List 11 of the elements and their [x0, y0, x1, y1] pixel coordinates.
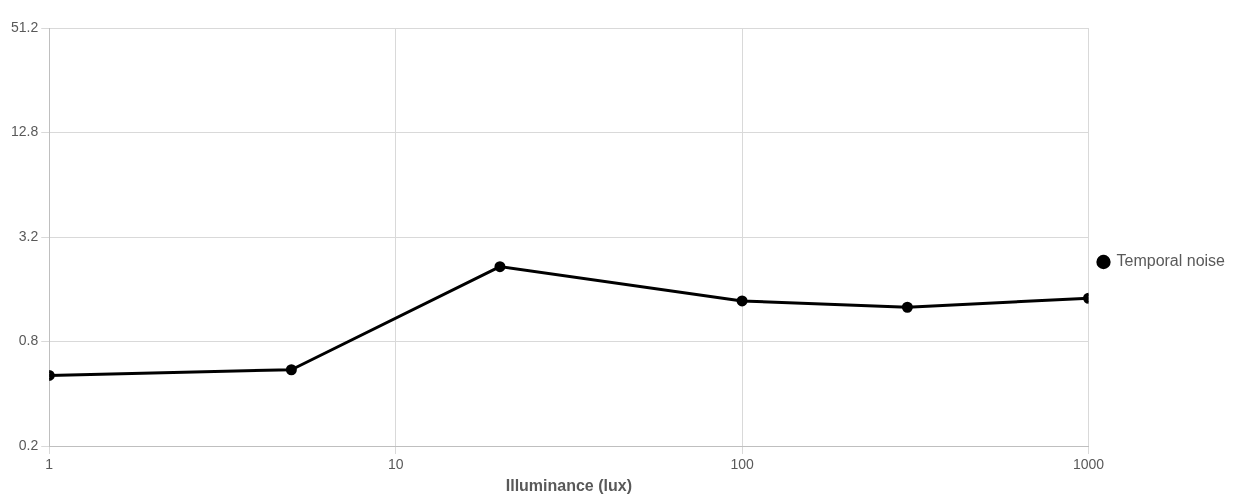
x-tick-label: 1	[45, 456, 54, 473]
x-axis-title: Illuminance (lux)	[505, 476, 632, 494]
y-tick-label: 0.8	[18, 332, 39, 349]
legend-label: Temporal noise	[1116, 252, 1226, 270]
x-tick-label: 10	[387, 456, 404, 473]
x-tick-label: 1000	[1072, 456, 1105, 473]
y-tick-label: 51.2	[11, 18, 39, 35]
x-tick-label: 100	[730, 456, 754, 473]
y-tick-label: 0.2	[18, 436, 39, 453]
y-tick-label: 3.2	[18, 227, 39, 244]
y-tick-label: 12.8	[11, 123, 39, 140]
